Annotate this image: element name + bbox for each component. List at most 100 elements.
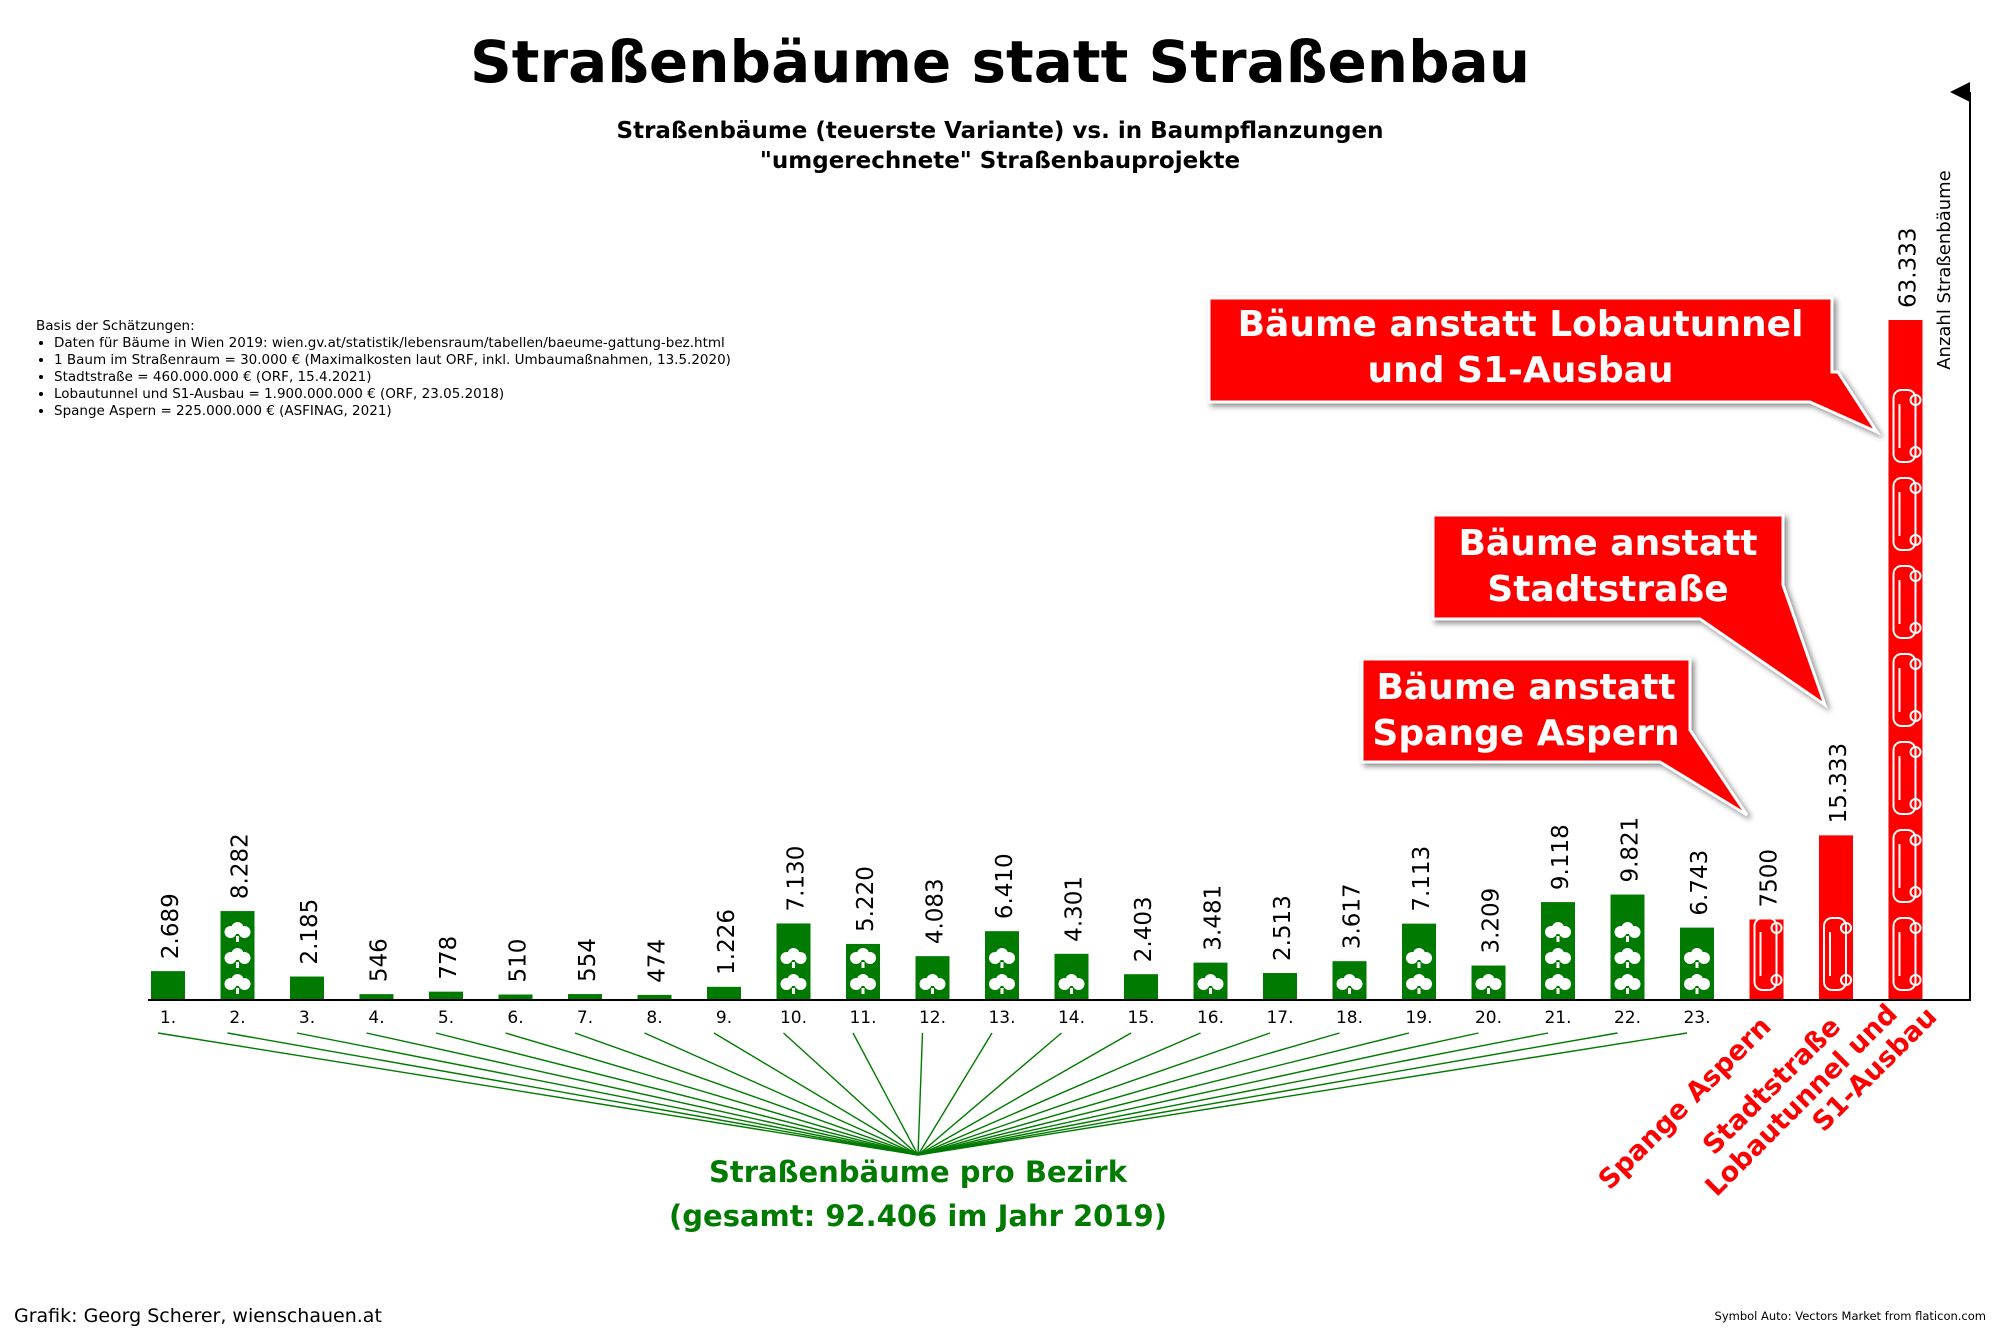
x-tick-label: 22. (1614, 1008, 1641, 1028)
value-label: 2.185 (297, 899, 323, 965)
value-label: 3.209 (1479, 888, 1505, 954)
value-label: 510 (506, 939, 532, 983)
connector-line (917, 1032, 924, 1156)
value-labels: 2.689 8.282 2.185 546 778 510 554 474 1.226 7.130… (158, 228, 1922, 983)
bar-rect (1124, 974, 1158, 1000)
value-label: 4.301 (1062, 876, 1088, 942)
tree-icon (1614, 922, 1641, 942)
value-label: 7.130 (784, 846, 810, 912)
value-label: 9.821 (1618, 817, 1644, 883)
tree-icon (989, 948, 1015, 968)
callout-stadt-text: Bäume anstatt Stadtstraße (1458, 523, 1758, 610)
value-label: 5.220 (853, 866, 879, 932)
value-label: 4.083 (923, 878, 949, 944)
bar (1888, 320, 1923, 1000)
connector-line (917, 1032, 1062, 1156)
bar (1680, 927, 1714, 1000)
tree-icon (1406, 974, 1432, 994)
tree-icon (1058, 974, 1085, 994)
bar (846, 943, 880, 1000)
bezirk-connector-lines (157, 1032, 1688, 1156)
bar (776, 923, 811, 1000)
bar (1263, 973, 1297, 1000)
bar (1471, 965, 1506, 1000)
value-label: 2.689 (158, 893, 184, 959)
connector-line (917, 1032, 1479, 1156)
value-label: 554 (575, 938, 601, 982)
connector-line (917, 1032, 993, 1156)
car-icon (1823, 917, 1852, 991)
bar (359, 994, 394, 1000)
group-label-line-1: Straßenbäume pro Bezirk (709, 1155, 1128, 1189)
x-tick-label: 10. (780, 1008, 807, 1028)
tree-icon (780, 974, 807, 994)
page-title: Straßenbäume statt Straßenbau (469, 28, 1531, 96)
tree-icon (224, 948, 251, 968)
value-label: 7.113 (1409, 846, 1435, 912)
bar (915, 956, 950, 1000)
basis-item: Stadtstraße = 460.000.000 € (ORF, 15.4.2… (54, 369, 731, 386)
tree-icon (850, 948, 876, 968)
bar-rect (290, 976, 324, 1000)
basis-item: Daten für Bäume in Wien 2019: wien.gv.at… (54, 335, 731, 352)
tree-icon (1475, 974, 1502, 994)
group-label-line-2: (gesamt: 92.406 im Jahr 2019) (669, 1199, 1167, 1233)
tree-icon (850, 974, 876, 994)
bars (151, 320, 1923, 1000)
basis-notes: Basis der Schätzungen: Daten für Bäume i… (36, 318, 731, 420)
x-tick-label: 16. (1197, 1008, 1224, 1028)
value-label: 2.403 (1131, 896, 1157, 962)
connector-line (917, 1032, 1132, 1156)
tree-icon (1684, 974, 1710, 994)
bar (1124, 974, 1158, 1000)
connector-line (917, 1032, 1271, 1156)
tree-icon (1197, 974, 1224, 994)
bar (151, 971, 185, 1000)
bar-rect (429, 991, 463, 1000)
value-label: 3.481 (1201, 885, 1227, 951)
x-tick-label: 15. (1127, 1008, 1154, 1028)
bar (1332, 961, 1367, 1000)
x-tick-label: 21. (1544, 1008, 1571, 1028)
x-tick-label: 6. (507, 1008, 523, 1028)
connector-line (574, 1032, 919, 1156)
page-subtitle: Straßenbäume (teuerste Variante) vs. in … (0, 116, 2000, 176)
value-label: 1.226 (714, 909, 740, 975)
bar (498, 994, 533, 1000)
car-icon (1753, 917, 1783, 991)
value-label: 474 (645, 939, 671, 983)
x-tick-label: 17. (1266, 1008, 1293, 1028)
value-label: 2.513 (1270, 895, 1296, 961)
callout-spange-text: Bäume anstatt Spange Aspern (1372, 667, 1680, 754)
bar-rect (707, 986, 741, 1000)
bar-rect (498, 994, 533, 1000)
value-label: 6.743 (1687, 850, 1713, 916)
connector-line (644, 1032, 919, 1156)
subtitle-line-2: "umgerechnete" Straßenbauprojekte (759, 148, 1241, 174)
connector-line (505, 1032, 919, 1156)
basis-list: Daten für Bäume in Wien 2019: wien.gv.at… (36, 335, 731, 420)
value-label: 63.333 (1896, 228, 1922, 308)
tree-icon (224, 974, 251, 994)
tree-icon (1684, 948, 1710, 968)
x-tick-label: 7. (577, 1008, 593, 1028)
bar (985, 931, 1019, 1000)
basis-item: Spange Aspern = 225.000.000 € (ASFINAG, … (54, 403, 731, 420)
connector-line (917, 1032, 1688, 1156)
car-icon (1892, 653, 1922, 727)
callout-spange (1360, 657, 1749, 817)
connector-line (713, 1032, 919, 1156)
value-label: 546 (367, 938, 393, 982)
x-tick-label: 23. (1683, 1008, 1710, 1028)
value-label: 6.410 (992, 853, 1018, 919)
bar (1749, 917, 1784, 1000)
bar (1402, 923, 1436, 1000)
tree-icon (1545, 922, 1571, 942)
car-icon (1892, 389, 1922, 463)
subtitle-line-1: Straßenbäume (teuerste Variante) vs. in … (616, 118, 1384, 144)
x-tick-label: 20. (1475, 1008, 1502, 1028)
callout-stadt (1431, 513, 1828, 709)
bar (290, 976, 324, 1000)
value-label: 3.617 (1340, 883, 1366, 949)
tree-icon (989, 974, 1015, 994)
